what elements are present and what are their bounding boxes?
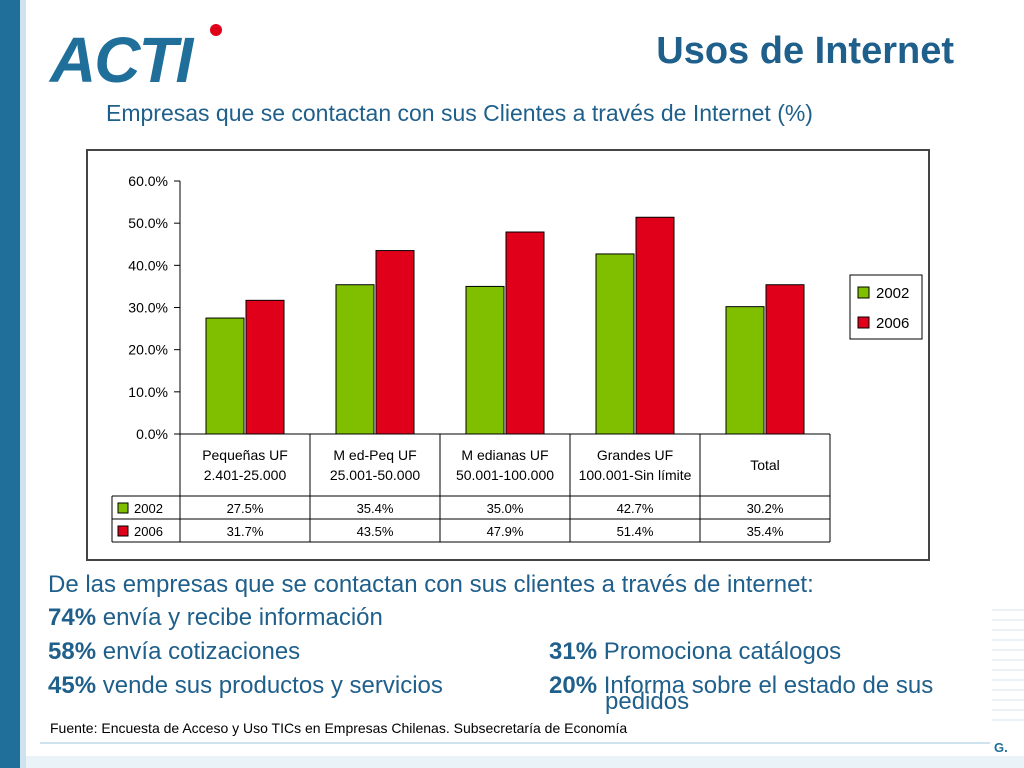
table-value: 51.4% [617,524,654,539]
legend-swatch-2006 [857,316,870,329]
bar-2002 [465,285,505,435]
bullet-text-line2: pedidos [605,688,690,715]
bullet-pct: 58% [48,638,97,665]
source-note: Fuente: Encuesta de Acceso y Uso TICs en… [50,720,628,736]
category-label: 25.001-50.000 [330,467,421,483]
acti-logo-text: ACTI [48,24,195,88]
bullet-text: envía y recibe información [96,604,383,631]
bullet-text: Informa sobre el estado de sus [597,672,934,699]
footer-bar [40,714,990,744]
table-value: 27.5% [227,501,264,516]
bottom-accent-stripe [26,756,1024,768]
y-tick-label: 0.0% [136,426,168,442]
bar-2006 [245,299,285,435]
bullet-text: envía cotizaciones [96,638,301,665]
y-tick-label: 20.0% [128,342,168,358]
legend-label: 2006 [876,315,909,332]
y-tick-label: 10.0% [128,384,168,400]
page-subtitle: Empresas que se contactan con sus Client… [106,100,813,126]
table-series-name: 2002 [134,501,163,516]
acti-logo: ACTI [48,24,222,88]
bar-2006 [635,216,675,435]
bullet-item: 58% envía cotizaciones [48,637,300,667]
y-tick-label: 30.0% [128,300,168,316]
y-tick-label: 40.0% [128,257,168,273]
category-label: 50.001-100.000 [456,467,554,483]
bullet-item: 20% Informa sobre el estado de sus pedido… [549,671,933,717]
bullet-pct: 31% [549,638,598,665]
corner-mark: G. [994,740,1008,755]
table-value: 35.0% [487,501,524,516]
table-value: 42.7% [617,501,654,516]
table-value: 35.4% [357,501,394,516]
legend-label: 2002 [876,285,909,302]
bar-chart: 0.0% 10.0% 20.0% 30.0% 40.0% 50.0% 60.0% Pequeñ… [111,173,923,543]
table-legend-swatch-2006 [117,525,129,537]
bar-2006 [375,250,415,435]
left-accent-stripe [0,0,20,768]
table-legend-swatch-2002 [117,502,129,514]
bullet-text: vende sus productos y servicios [96,672,443,699]
bullet-item: 45% vende sus productos y servicios [48,671,443,701]
bullet-intro: De las empresas que se contactan con sus… [48,571,814,598]
category-label: M edianas UF [461,447,548,463]
category-label: M ed-Peq UF [333,447,416,463]
bullet-item: 74% envía y recibe información [48,603,383,633]
y-tick-label: 60.0% [128,173,168,189]
page-title: Usos de Internet [656,30,954,72]
table-value: 31.7% [227,524,264,539]
category-label: 2.401-25.000 [204,467,287,483]
decorative-pattern [992,609,1024,721]
legend-swatch-2002 [857,286,870,299]
bullet-item: 31% Promociona catálogos [549,637,841,667]
bullet-pct: 45% [48,672,97,699]
bullet-pct: 20% [549,672,598,699]
bar-2002 [595,253,635,435]
left-accent-stripe-light [20,0,26,768]
chart-frame: 0.0% 10.0% 20.0% 30.0% 40.0% 50.0% 60.0% Pequeñ… [86,149,930,561]
table-value: 35.4% [747,524,784,539]
category-label: Total [750,457,780,473]
bar-2006 [505,231,545,435]
bar-2002 [725,306,765,435]
bullet-pct: 74% [48,604,97,631]
bullet-text: Promociona catálogos [597,638,842,665]
bar-2002 [205,317,245,435]
table-value: 43.5% [357,524,394,539]
y-tick-label: 50.0% [128,215,168,231]
bar-2002 [335,284,375,435]
table-value: 30.2% [747,501,784,516]
acti-logo-dot [210,24,222,36]
table-value: 47.9% [487,524,524,539]
category-label: Pequeñas UF [202,447,288,463]
table-series-name: 2006 [134,524,163,539]
bar-2006 [765,284,805,435]
category-label: Grandes UF [597,447,673,463]
category-label: 100.001-Sin límite [579,467,692,483]
